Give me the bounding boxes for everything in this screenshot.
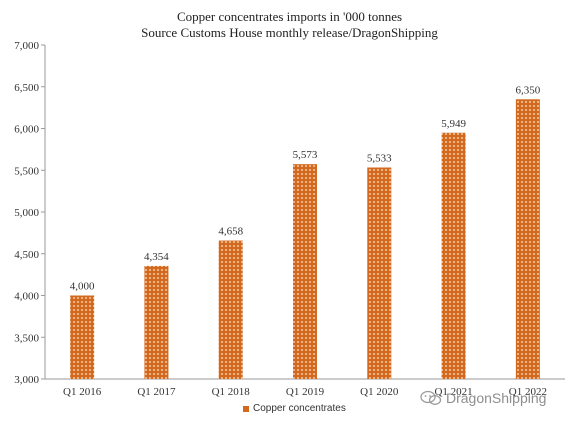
bar — [70, 295, 95, 379]
x-tick-label: Q1 2016 — [63, 386, 102, 398]
x-tick-label: Q1 2018 — [212, 386, 251, 398]
bars — [70, 99, 540, 380]
y-tick-label: 3,500 — [14, 332, 39, 344]
watermark-text: DragonShipping — [446, 390, 547, 406]
y-tick-label: 6,500 — [14, 82, 39, 94]
chart-title: Copper concentrates imports in '000 tonn… — [176, 9, 403, 24]
data-label: 4,658 — [218, 226, 243, 238]
y-tick-label: 5,000 — [14, 207, 39, 219]
bar — [293, 164, 317, 379]
watermark: DragonShipping — [420, 390, 546, 406]
bar — [144, 265, 169, 379]
data-label: 5,949 — [441, 118, 466, 130]
data-label: 5,533 — [367, 152, 392, 164]
y-tick-label: 5,500 — [14, 165, 39, 177]
bar — [515, 99, 540, 380]
x-tick-label: Q1 2017 — [137, 386, 176, 398]
legend: Copper concentrates — [243, 403, 346, 414]
axes: 3,000 3,500 4,000 4,500 5,000 5,500 6,000 6,500… — [14, 40, 565, 398]
data-label: 5,573 — [293, 149, 318, 161]
y-tick-label: 7,000 — [14, 40, 39, 52]
data-label: 6,350 — [515, 84, 540, 96]
y-tick-label: 4,500 — [14, 249, 39, 261]
x-tick-label: Q1 2022 — [509, 386, 547, 398]
x-tick-label: Q1 2021 — [434, 386, 472, 398]
bar — [367, 167, 392, 379]
bar — [218, 240, 243, 379]
y-tick-label: 6,000 — [14, 124, 39, 136]
legend-swatch — [243, 405, 249, 412]
x-tick-label: Q1 2020 — [360, 386, 399, 398]
chart-subtitle: Source Customs House monthly release/Dra… — [141, 25, 438, 40]
x-tick-label: Q1 2019 — [286, 386, 325, 398]
data-label: 4,354 — [144, 251, 169, 263]
y-tick-label: 3,000 — [14, 374, 39, 386]
data-label: 4,000 — [70, 281, 95, 293]
bar — [441, 132, 466, 379]
wechat-icon — [420, 390, 442, 405]
data-labels: 4,000 4,354 4,658 5,573 5,533 5,949 6,350 — [70, 84, 541, 292]
legend-label: Copper concentrates — [253, 403, 346, 414]
y-tick-label: 4,000 — [14, 291, 39, 303]
